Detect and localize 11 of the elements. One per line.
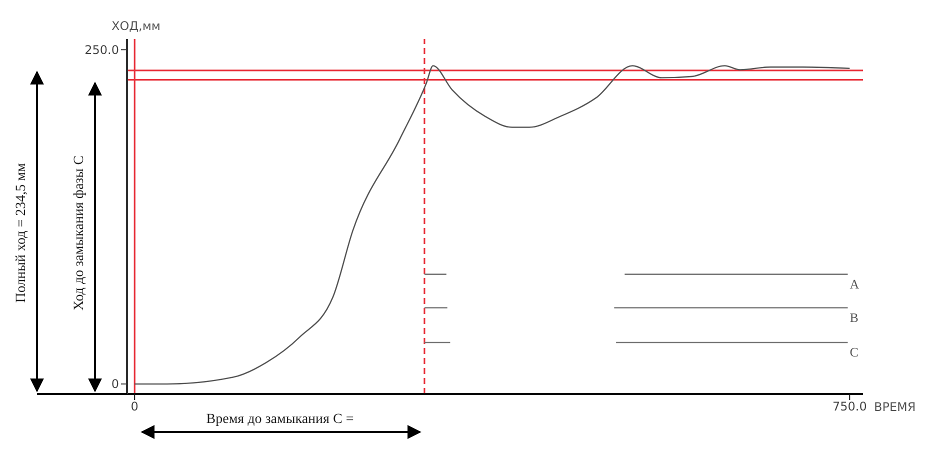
line-series xyxy=(134,65,850,385)
series-label: B xyxy=(850,310,859,325)
series-label: C xyxy=(850,344,858,360)
text: Ход до замыкания фазы С xyxy=(72,156,87,310)
x-tick-label: 750.0 xyxy=(832,400,867,414)
series-label: A xyxy=(850,276,860,292)
y-tick-label: 250.0 xyxy=(84,42,119,57)
text: Полный ход = 234,5 мм xyxy=(14,163,29,303)
y-axis-title: ХОД,мм xyxy=(112,19,160,33)
text: Время до замыкания С = xyxy=(206,412,354,427)
x-axis-title: ВРЕМЯ xyxy=(874,400,916,414)
